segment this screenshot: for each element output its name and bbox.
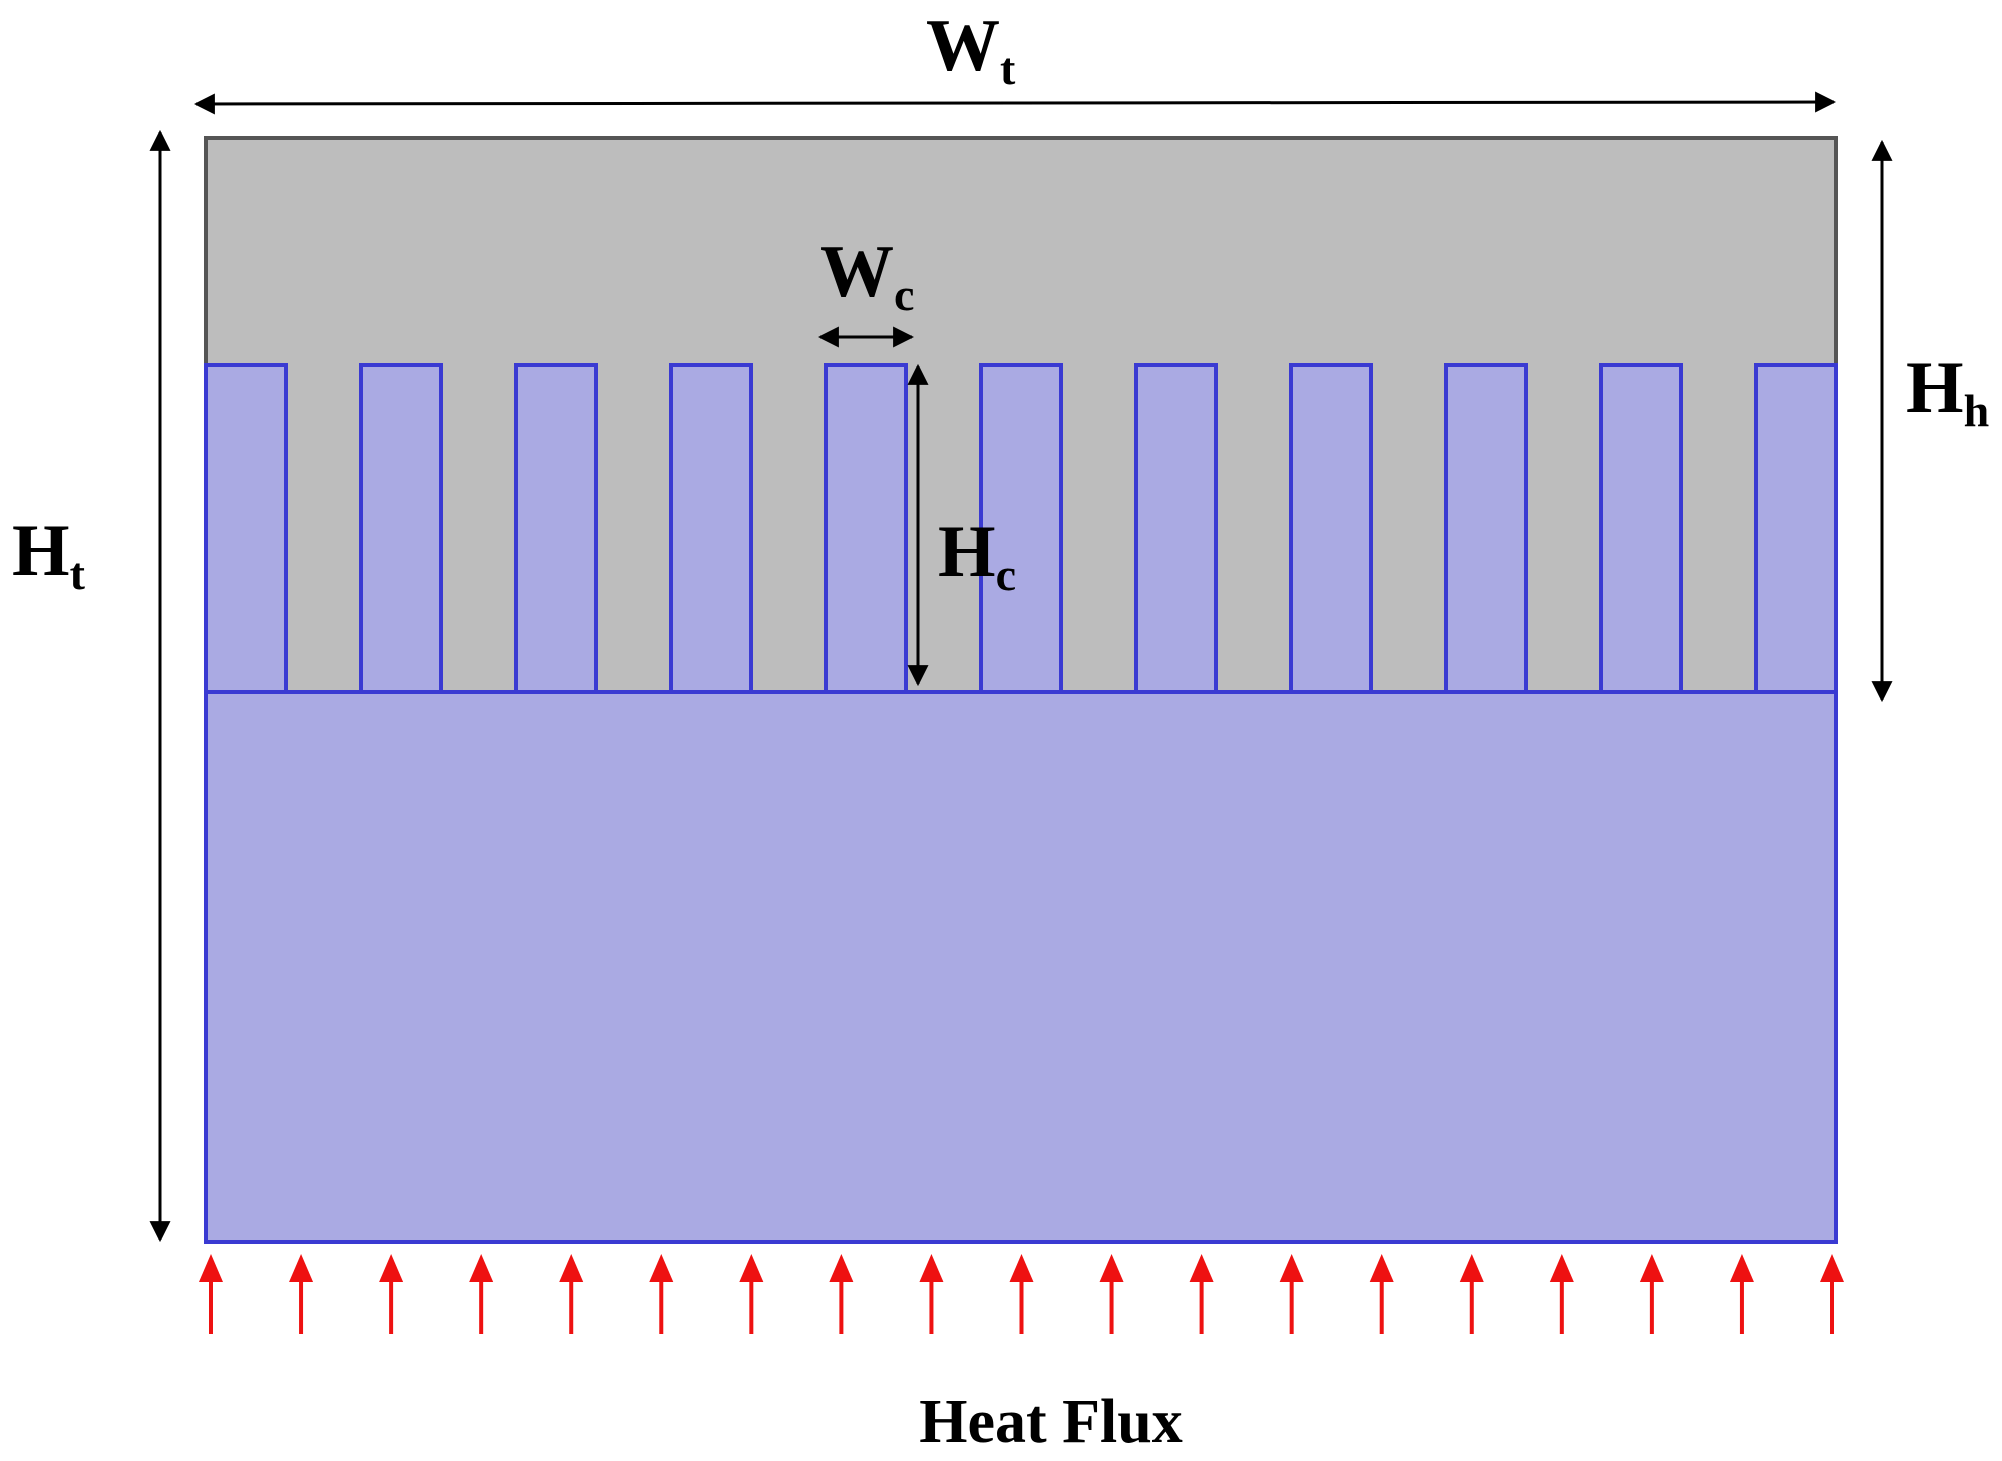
heat-flux-arrow — [829, 1254, 854, 1334]
heat-flux-arrow — [919, 1254, 944, 1334]
heat-flux-arrow — [1820, 1254, 1844, 1334]
heat-sink-height-label: Hh — [1906, 347, 1989, 436]
heat-flux-arrow — [1279, 1254, 1304, 1334]
heat-flux-arrow — [739, 1254, 764, 1334]
fluid-channel — [1754, 363, 1838, 694]
heat-flux-arrow — [1459, 1254, 1484, 1334]
heat-flux-arrow — [1369, 1254, 1394, 1334]
channel-width-label: Wc — [820, 231, 914, 320]
heat-flux-arrow — [1729, 1254, 1754, 1334]
channel-height-label: Hc — [938, 511, 1016, 600]
heat-flux-arrow-group — [199, 1254, 1844, 1334]
heat-flux-arrow — [1549, 1254, 1574, 1334]
heat-flux-arrow — [1189, 1254, 1214, 1334]
total-height-label: Ht — [12, 510, 86, 599]
heat-flux-arrow — [379, 1254, 404, 1334]
fluid-channel — [204, 363, 288, 694]
heat-flux-arrow — [1099, 1254, 1124, 1334]
fluid-channel — [669, 363, 753, 694]
heat-flux-arrow — [469, 1254, 494, 1334]
channel-group — [204, 363, 1838, 694]
fluid-channel — [1134, 363, 1218, 694]
fluid-channel — [824, 363, 908, 694]
heat-flux-arrow — [199, 1254, 223, 1334]
lower-fluid-region — [204, 690, 1838, 1244]
fluid-channel — [1444, 363, 1528, 694]
heat-flux-arrow — [649, 1254, 674, 1334]
fluid-channel — [1289, 363, 1373, 694]
heat-flux-label: Heat Flux — [919, 1388, 1182, 1456]
total-width-dimension-line — [193, 91, 1837, 115]
total-width-label: Wt — [926, 5, 1016, 94]
heat-flux-arrow — [289, 1254, 314, 1334]
fluid-channel — [1599, 363, 1683, 694]
heat-flux-arrow — [1639, 1254, 1664, 1334]
heat-flux-arrow — [559, 1254, 584, 1334]
heat-flux-arrow — [1009, 1254, 1034, 1334]
fluid-channel — [359, 363, 443, 694]
fluid-channel — [514, 363, 598, 694]
